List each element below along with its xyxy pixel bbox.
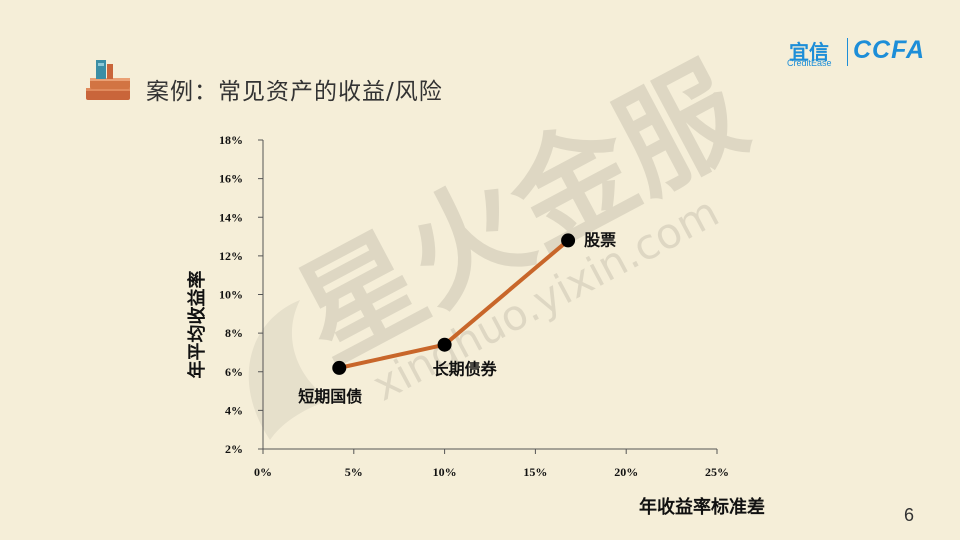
books-icon — [86, 60, 130, 100]
x-tick-label: 15% — [523, 465, 547, 479]
creditease-ccfa-logo: 宜信 CreditEase CCFA — [785, 36, 935, 70]
data-points: 短期国债 长期债券 股票 — [298, 230, 616, 405]
x-tick-label: 5% — [345, 465, 363, 479]
y-tick-label: 2% — [225, 442, 243, 456]
y-axis-ticks: 2% 4% 6% 8% 10% 12% 14% 16% 18% — [219, 133, 263, 456]
x-tick-label: 20% — [614, 465, 638, 479]
y-tick-label: 18% — [219, 133, 243, 147]
y-tick-label: 10% — [219, 288, 243, 302]
y-tick-label: 14% — [219, 210, 243, 224]
y-tick-label: 12% — [219, 249, 243, 263]
logo-divider — [847, 38, 848, 66]
logo-cn-text: 宜信 — [789, 40, 829, 64]
y-tick-label: 4% — [225, 403, 243, 417]
data-point-label: 股票 — [584, 230, 616, 249]
data-point-label: 短期国债 — [298, 387, 362, 406]
data-point-label: 长期债券 — [433, 360, 498, 379]
data-point — [561, 233, 576, 248]
page-number: 6 — [904, 505, 915, 525]
x-tick-label: 10% — [433, 465, 457, 479]
logo-brand-text: CCFA — [853, 36, 926, 64]
x-axis-title: 年收益率标准差 — [639, 496, 765, 518]
page-title: 案例：常见资产的收益/风险 — [146, 79, 443, 105]
y-tick-label: 16% — [219, 172, 243, 186]
x-tick-label: 25% — [705, 465, 729, 479]
data-point — [332, 360, 347, 375]
x-tick-label: 0% — [254, 465, 272, 479]
logo-en-text: CreditEase — [787, 58, 832, 68]
x-axis-ticks: 0% 5% 10% 15% 20% 25% — [254, 449, 729, 479]
data-point — [437, 337, 452, 352]
series-line — [337, 238, 571, 370]
y-tick-label: 6% — [225, 365, 243, 379]
y-axis-title: 年平均收益率 — [186, 271, 208, 379]
y-tick-label: 8% — [225, 326, 243, 340]
